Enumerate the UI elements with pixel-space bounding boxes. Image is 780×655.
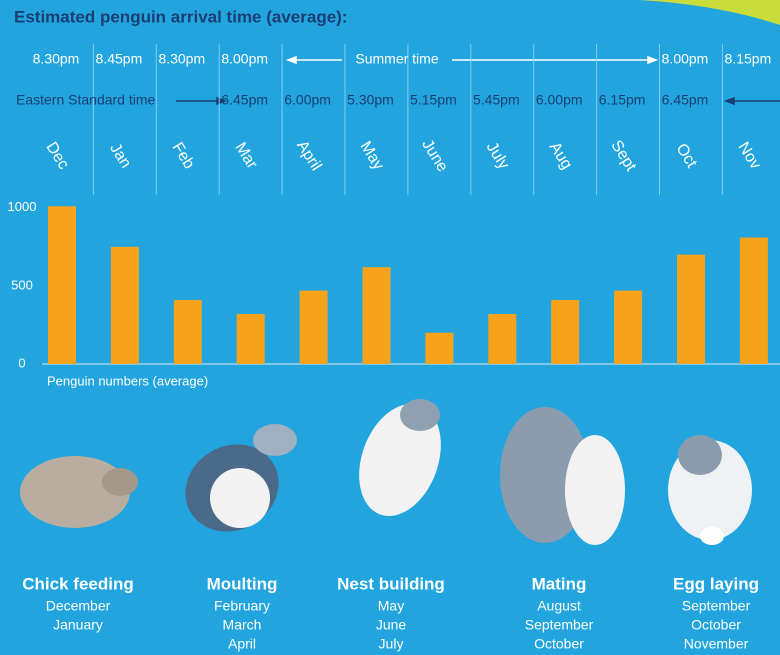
bar — [677, 254, 705, 364]
penguin-belly — [210, 468, 270, 528]
arrival-time: 8.00pm — [221, 51, 268, 67]
stage-month: May — [378, 598, 404, 614]
bar — [236, 314, 265, 364]
penguin-body — [359, 403, 441, 517]
stage-title: Mating — [532, 574, 587, 593]
stage-month: July — [379, 636, 404, 652]
stage-month: January — [53, 617, 103, 633]
stage-month: December — [46, 598, 111, 614]
arrival-time: 6.45pm — [662, 92, 709, 108]
arrival-time: 6.00pm — [536, 92, 583, 108]
penguin-head — [678, 435, 722, 475]
row-label: Eastern Standard time — [16, 92, 156, 108]
stage-month: October — [534, 636, 584, 652]
stage-title: Egg laying — [673, 574, 759, 593]
y-tick-label: 0 — [18, 355, 25, 370]
y-tick-label: 1000 — [8, 199, 37, 214]
bar — [551, 299, 580, 364]
stage-month: November — [684, 636, 749, 652]
arrival-time: 8.30pm — [158, 51, 205, 67]
bar — [739, 237, 768, 364]
arrival-time: 8.00pm — [662, 51, 709, 67]
penguin-body — [565, 435, 625, 545]
stage-month: September — [682, 598, 751, 614]
stage-month: June — [376, 617, 407, 633]
stage-title: Chick feeding — [22, 574, 133, 593]
bar — [488, 314, 517, 364]
bar — [173, 299, 202, 364]
arrival-time: 6.00pm — [284, 92, 331, 108]
bar — [48, 206, 76, 364]
penguin-head — [253, 424, 297, 456]
stage-month: March — [223, 617, 262, 633]
penguin-chick — [20, 456, 130, 528]
arrow-head — [647, 55, 659, 65]
arrows — [285, 55, 659, 65]
stage-month: April — [228, 636, 256, 652]
corner-swoosh — [640, 0, 780, 25]
arrival-time: 6.45pm — [221, 92, 268, 108]
y-tick-label: 500 — [11, 277, 33, 292]
stage-month: August — [537, 598, 581, 614]
stage-month: October — [691, 617, 741, 633]
arrival-time: 5.30pm — [347, 92, 394, 108]
penguin-illustrations — [20, 399, 752, 545]
arrival-time: 8.45pm — [96, 51, 143, 67]
arrow-head — [285, 55, 297, 65]
bar — [299, 290, 328, 364]
arrival-time: 5.45pm — [473, 92, 520, 108]
penguin-egg — [700, 527, 724, 545]
arrival-time: 6.15pm — [599, 92, 646, 108]
arrival-time: 5.15pm — [410, 92, 457, 108]
bar — [614, 290, 643, 364]
stage-month: February — [214, 598, 270, 614]
row-label: Summer time — [355, 51, 438, 67]
arrival-time: 8.30pm — [33, 51, 80, 67]
arrival-time: 8.15pm — [725, 51, 772, 67]
title: Estimated penguin arrival time (average)… — [14, 7, 348, 26]
penguin-head — [102, 468, 138, 496]
bar — [110, 246, 139, 364]
y-axis-label: Penguin numbers (average) — [47, 373, 208, 388]
bar — [425, 332, 454, 364]
arrow-head — [723, 96, 735, 106]
stage-month: September — [525, 617, 594, 633]
stage-title: Nest building — [337, 574, 445, 593]
stage-title: Moulting — [207, 574, 278, 593]
bar — [362, 267, 391, 364]
penguin-head — [400, 399, 440, 431]
